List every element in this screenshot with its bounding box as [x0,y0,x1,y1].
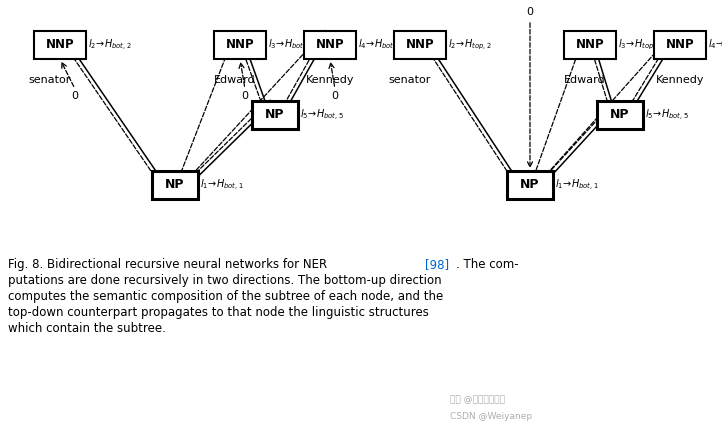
Text: 0: 0 [331,91,339,101]
Text: senator: senator [389,75,431,85]
Bar [654,31,706,59]
Text: senator: senator [29,75,71,85]
Text: computes the semantic composition of the subtree of each node, and the: computes the semantic composition of the… [8,290,443,303]
Text: putations are done recursively in two directions. The bottom-up direction: putations are done recursively in two di… [8,274,442,287]
Text: NNP: NNP [666,38,695,52]
Text: $l_1\!\rightarrow\! H_{bot,1}$: $l_1\!\rightarrow\! H_{bot,1}$ [555,177,599,193]
Text: Kennedy: Kennedy [305,75,355,85]
Bar [252,101,298,129]
Text: NNP: NNP [316,38,344,52]
Text: Fig. 8. Bidirectional recursive neural networks for NER: Fig. 8. Bidirectional recursive neural n… [8,258,331,271]
Text: $l_3\!\rightarrow\! H_{top,3}$: $l_3\!\rightarrow\! H_{top,3}$ [618,38,662,52]
Text: $l_4\!\rightarrow\! H_{top,4}$: $l_4\!\rightarrow\! H_{top,4}$ [708,38,722,52]
Text: $l_2\!\rightarrow\! H_{bot,2}$: $l_2\!\rightarrow\! H_{bot,2}$ [88,37,131,52]
Text: which contain the subtree.: which contain the subtree. [8,322,166,335]
Text: NP: NP [610,108,630,122]
Text: 0: 0 [526,7,534,17]
Bar [564,31,616,59]
Bar [34,31,86,59]
Text: top-down counterpart propagates to that node the linguistic structures: top-down counterpart propagates to that … [8,306,429,319]
Text: NNP: NNP [575,38,604,52]
Text: $l_3\!\rightarrow\! H_{bot,3}$: $l_3\!\rightarrow\! H_{bot,3}$ [268,37,312,52]
Text: NP: NP [265,108,284,122]
Text: 知乎 @西南交一校化: 知乎 @西南交一校化 [450,395,505,404]
Text: 0: 0 [241,91,248,101]
Bar [394,31,446,59]
Text: NP: NP [521,179,540,191]
Text: $l_5\!\rightarrow\! H_{bot,5}$: $l_5\!\rightarrow\! H_{bot,5}$ [645,108,689,123]
Text: NNP: NNP [226,38,254,52]
Text: $l_2\!\rightarrow\! H_{top,2}$: $l_2\!\rightarrow\! H_{top,2}$ [448,38,492,52]
Text: $l_4\!\rightarrow\! H_{bot,4}$: $l_4\!\rightarrow\! H_{bot,4}$ [358,37,402,52]
Text: NNP: NNP [406,38,435,52]
Bar [507,171,553,199]
Text: . The com-: . The com- [456,258,518,271]
Bar [214,31,266,59]
Text: Edward: Edward [214,75,256,85]
Bar [152,171,198,199]
Text: NNP: NNP [45,38,74,52]
Text: CSDN @Weiyanер: CSDN @Weiyanер [450,412,532,421]
Text: 0: 0 [71,91,79,101]
Text: Kennedy: Kennedy [656,75,704,85]
Text: $l_1\!\rightarrow\! H_{bot,1}$: $l_1\!\rightarrow\! H_{bot,1}$ [200,177,244,193]
Text: $l_5\!\rightarrow\! H_{bot,5}$: $l_5\!\rightarrow\! H_{bot,5}$ [300,108,344,123]
Text: NP: NP [165,179,185,191]
Bar [304,31,356,59]
Text: [98]: [98] [425,258,449,271]
Bar [597,101,643,129]
Text: Edward: Edward [564,75,606,85]
